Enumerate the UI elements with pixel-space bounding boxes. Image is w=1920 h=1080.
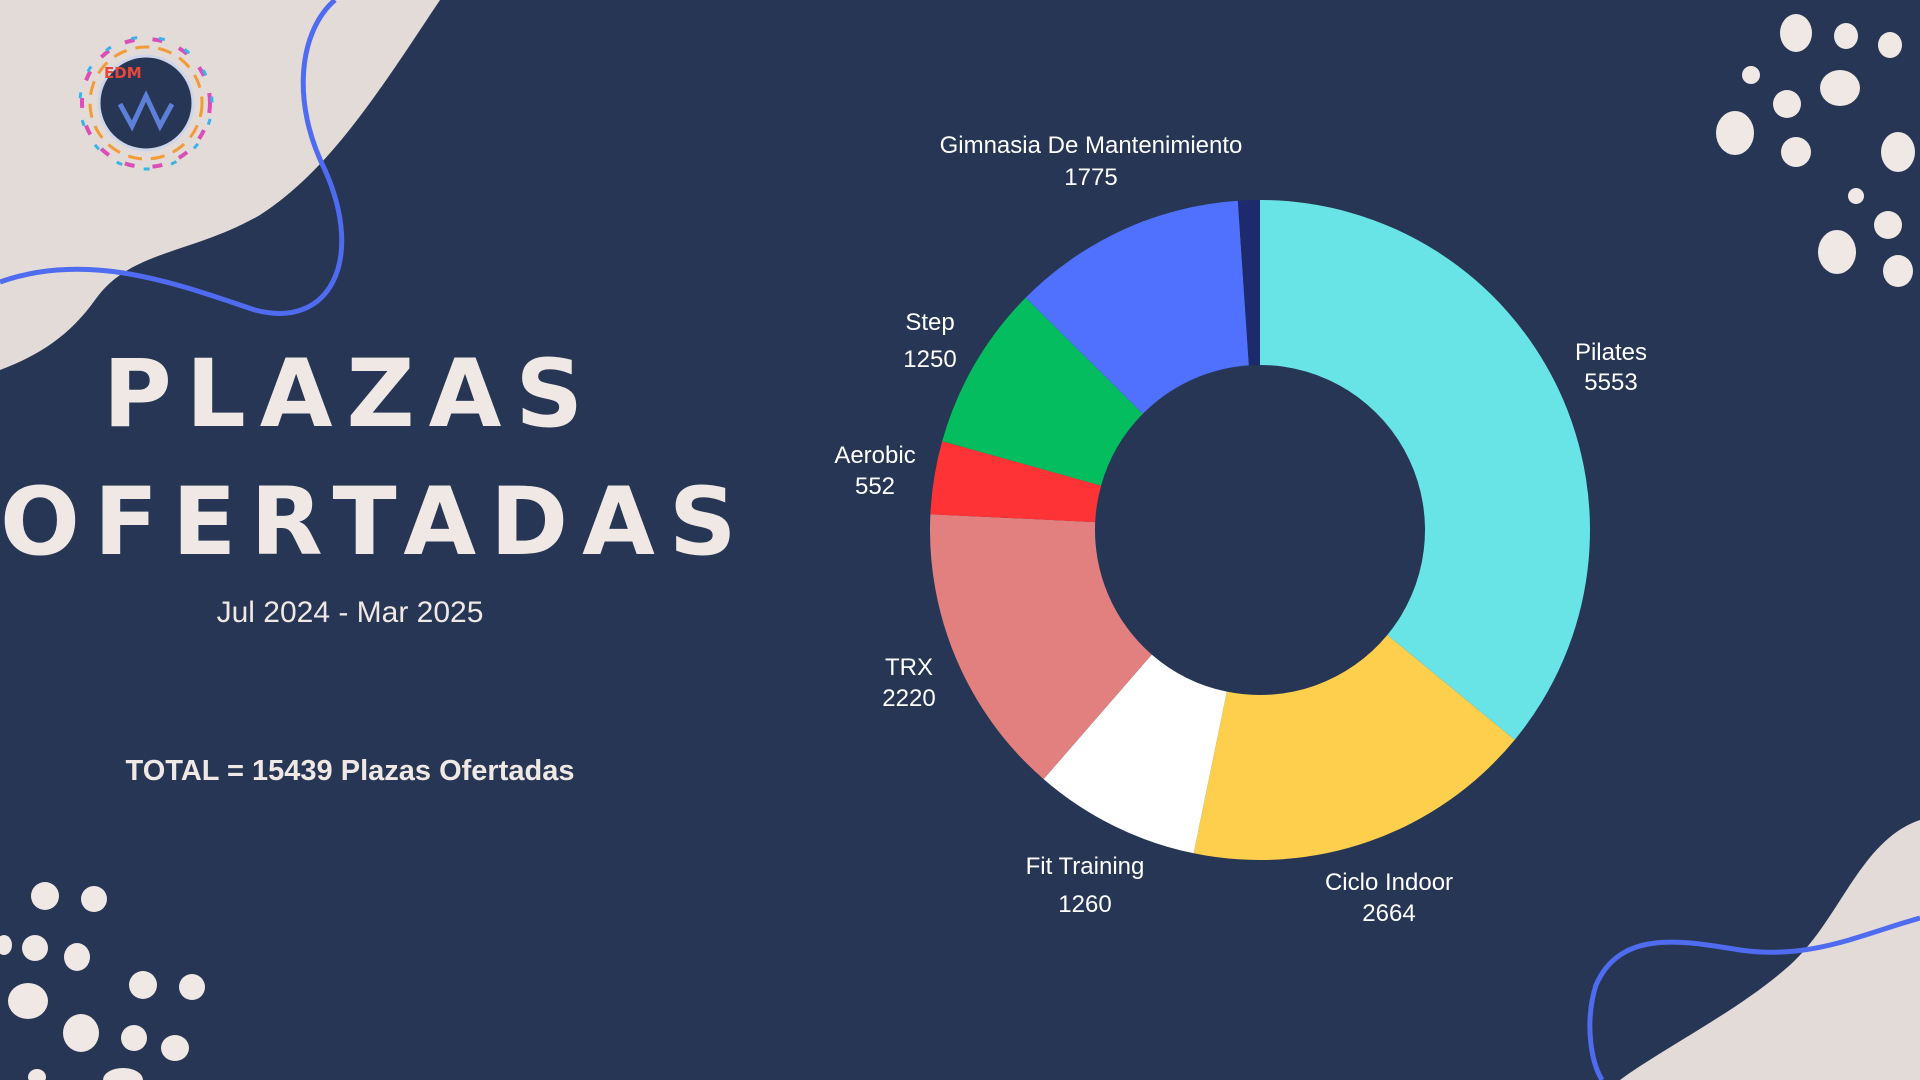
bottom-right-blob [1620,820,1920,1080]
label-trx-name: TRX [885,654,933,681]
label-pilates-value: 5553 [1584,369,1637,396]
slice-ciclo-indoor [1193,634,1515,860]
label-step-name: Step [905,309,954,336]
bottom-right-curve [1587,915,1920,1080]
label-fit-training-value: 1260 [1058,891,1111,918]
slice-pilates [1260,200,1590,740]
donut-labels: Pilates 5553 Ciclo Indoor 2664 Fit Train… [834,132,1647,927]
club-logo: EDM [78,35,214,171]
slice-trx [930,514,1152,780]
top-left-curve [0,0,345,316]
page-title-line-2: OFERTADAS [0,468,751,577]
period-subtitle: Jul 2024 - Mar 2025 [216,596,484,629]
label-gimnasia-value: 1775 [1064,164,1117,191]
label-fit-training-name: Fit Training [1026,853,1145,880]
label-aerobic-name: Aerobic [834,442,915,469]
label-step-value: 1250 [903,346,956,373]
label-ciclo-indoor-name: Ciclo Indoor [1325,869,1453,896]
total-summary: TOTAL = 15439 Plazas Ofertadas [125,755,575,787]
label-ciclo-indoor-value: 2664 [1362,900,1415,927]
dots-top-right [1716,14,1915,287]
slice-fit-training [1043,654,1227,854]
slice-unlabeled [1237,200,1260,366]
page-title-line-1: PLAZAS [102,340,598,449]
label-aerobic-value: 552 [855,473,895,500]
slice-aerobic [930,441,1102,523]
slice-gimnasia-de-mantenimiento [1025,200,1249,414]
logo-text: EDM [104,64,142,82]
label-pilates-name: Pilates [1575,339,1647,366]
dots-bottom-left [0,882,205,1080]
donut-slices [930,200,1590,860]
label-gimnasia-name: Gimnasia De Mantenimiento [940,132,1243,159]
slice-step [942,297,1143,486]
label-trx-value: 2220 [882,685,935,712]
